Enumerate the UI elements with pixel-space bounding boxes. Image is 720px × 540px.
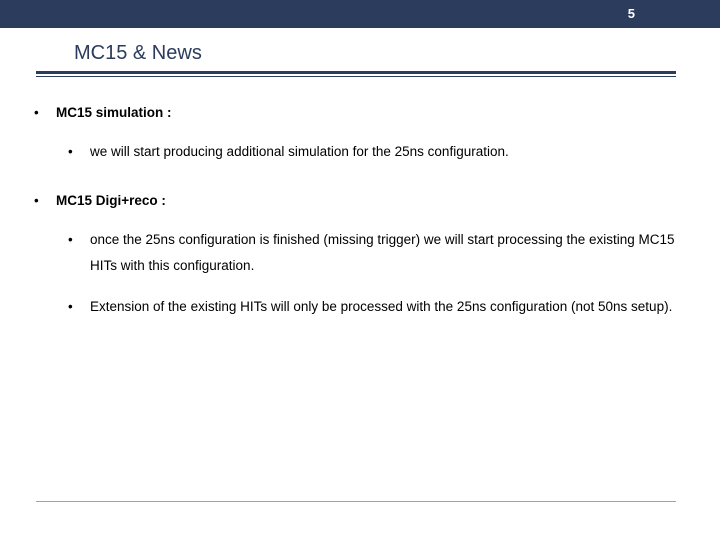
- sub-bullet-list: once the 25ns configuration is finished …: [56, 227, 680, 320]
- bullet-heading: MC15 simulation :: [56, 105, 172, 120]
- list-item: MC15 Digi+reco : once the 25ns configura…: [32, 191, 680, 320]
- list-item: Extension of the existing HITs will only…: [56, 294, 680, 320]
- bullet-heading: MC15 Digi+reco :: [56, 193, 166, 208]
- slide: 5 MC15 & News MC15 simulation : we will …: [0, 0, 720, 540]
- title-underline-thin: [36, 76, 676, 77]
- footer-divider: [36, 501, 676, 502]
- list-item: once the 25ns configuration is finished …: [56, 227, 680, 278]
- list-item: MC15 simulation : we will start producin…: [32, 103, 680, 165]
- title-underline-thick: [36, 71, 676, 74]
- page-number: 5: [628, 6, 635, 21]
- sub-bullet-list: we will start producing additional simul…: [56, 139, 680, 165]
- list-item: we will start producing additional simul…: [56, 139, 680, 165]
- bullet-list: MC15 simulation : we will start producin…: [32, 103, 680, 320]
- slide-content: MC15 simulation : we will start producin…: [32, 103, 680, 320]
- slide-title: MC15 & News: [74, 42, 720, 65]
- top-bar: 5: [0, 0, 720, 28]
